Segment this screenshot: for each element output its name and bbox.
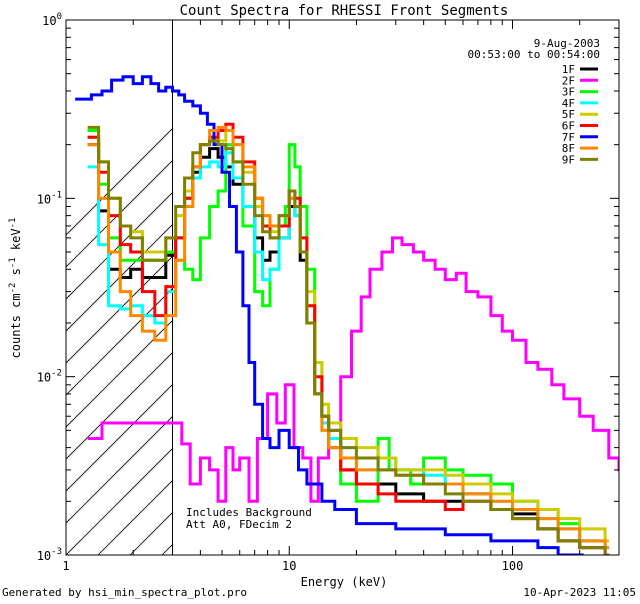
y-axis-label: counts cm-2 s-1 keV-1 bbox=[8, 218, 23, 359]
hatch-line bbox=[66, 127, 173, 236]
y-tick-base: 10 bbox=[37, 192, 51, 206]
hatch-line bbox=[97, 479, 173, 555]
series-1F-line bbox=[87, 143, 610, 555]
y-tick-base: 10 bbox=[42, 14, 56, 28]
y-label-exp: -1 bbox=[8, 218, 18, 229]
series-layer bbox=[75, 75, 619, 555]
hatch-line bbox=[514, 20, 640, 555]
series-2F-line bbox=[87, 236, 619, 503]
hatch-line bbox=[66, 255, 173, 364]
x-tick-label: 100 bbox=[502, 559, 524, 573]
legend-label-1F: 1F bbox=[562, 63, 575, 76]
plot-frame bbox=[65, 19, 620, 556]
hatch-line bbox=[546, 20, 640, 555]
y-tick-base: 10 bbox=[37, 371, 51, 385]
hatch-line bbox=[66, 159, 173, 268]
hatch-line bbox=[578, 20, 640, 555]
plot-time-range: 00:53:00 to 00:54:00 bbox=[468, 48, 600, 61]
plot-date: 9-Aug-2003 bbox=[534, 37, 600, 50]
annotation-attenuator: Att A0, FDecim 2 bbox=[186, 518, 292, 531]
y-label-exp: -1 bbox=[8, 257, 18, 268]
annotation-background: Includes Background bbox=[186, 506, 312, 519]
legend-label-2F: 2F bbox=[562, 74, 575, 87]
series-4F-line bbox=[87, 151, 610, 550]
hatch-line bbox=[66, 191, 173, 300]
legend-label-3F: 3F bbox=[562, 86, 575, 99]
y-label-part: s bbox=[9, 268, 23, 282]
y-label-part: keV bbox=[9, 228, 23, 257]
legend-label-9F: 9F bbox=[562, 153, 575, 166]
hatch-line bbox=[66, 415, 173, 524]
series-7F-line bbox=[75, 75, 584, 555]
y-label-part: counts cm bbox=[9, 293, 23, 358]
hatch-line bbox=[610, 20, 640, 555]
x-tick-label: 1 bbox=[62, 559, 69, 573]
legend-label-8F: 8F bbox=[562, 142, 575, 155]
legend-label-7F: 7F bbox=[562, 131, 575, 144]
legend-label-4F: 4F bbox=[562, 97, 575, 110]
series-9F-line bbox=[87, 125, 610, 555]
x-axis-label: Energy (keV) bbox=[301, 575, 388, 589]
y-tick-label: 100 bbox=[42, 12, 62, 28]
y-tick-exponent: 0 bbox=[57, 12, 62, 22]
y-tick-label: 10-3 bbox=[37, 547, 62, 563]
footer-generated-by: Generated by hsi_min_spectra_plot.pro bbox=[2, 586, 247, 599]
excluded-region-hatch bbox=[66, 20, 640, 555]
chart-title: Count Spectra for RHESSI Front Segments bbox=[180, 3, 509, 19]
hatch-lines bbox=[66, 20, 640, 555]
y-label-exp: -2 bbox=[8, 283, 18, 294]
legend-label-6F: 6F bbox=[562, 120, 575, 133]
y-tick-base: 10 bbox=[37, 549, 51, 563]
y-tick-label: 10-1 bbox=[37, 190, 62, 206]
y-tick-label: 10-2 bbox=[37, 369, 62, 385]
y-tick-exponent: -3 bbox=[51, 547, 62, 557]
series-3F-line bbox=[87, 129, 610, 555]
footer-timestamp: 10-Apr-2023 11:05 bbox=[523, 586, 636, 599]
hatch-line bbox=[66, 447, 173, 555]
y-tick-exponent: -2 bbox=[51, 369, 62, 379]
y-tick-exponent: -1 bbox=[51, 190, 62, 200]
x-tick-label: 10 bbox=[282, 559, 296, 573]
hatch-line bbox=[66, 383, 173, 492]
legend-label-5F: 5F bbox=[562, 108, 575, 121]
